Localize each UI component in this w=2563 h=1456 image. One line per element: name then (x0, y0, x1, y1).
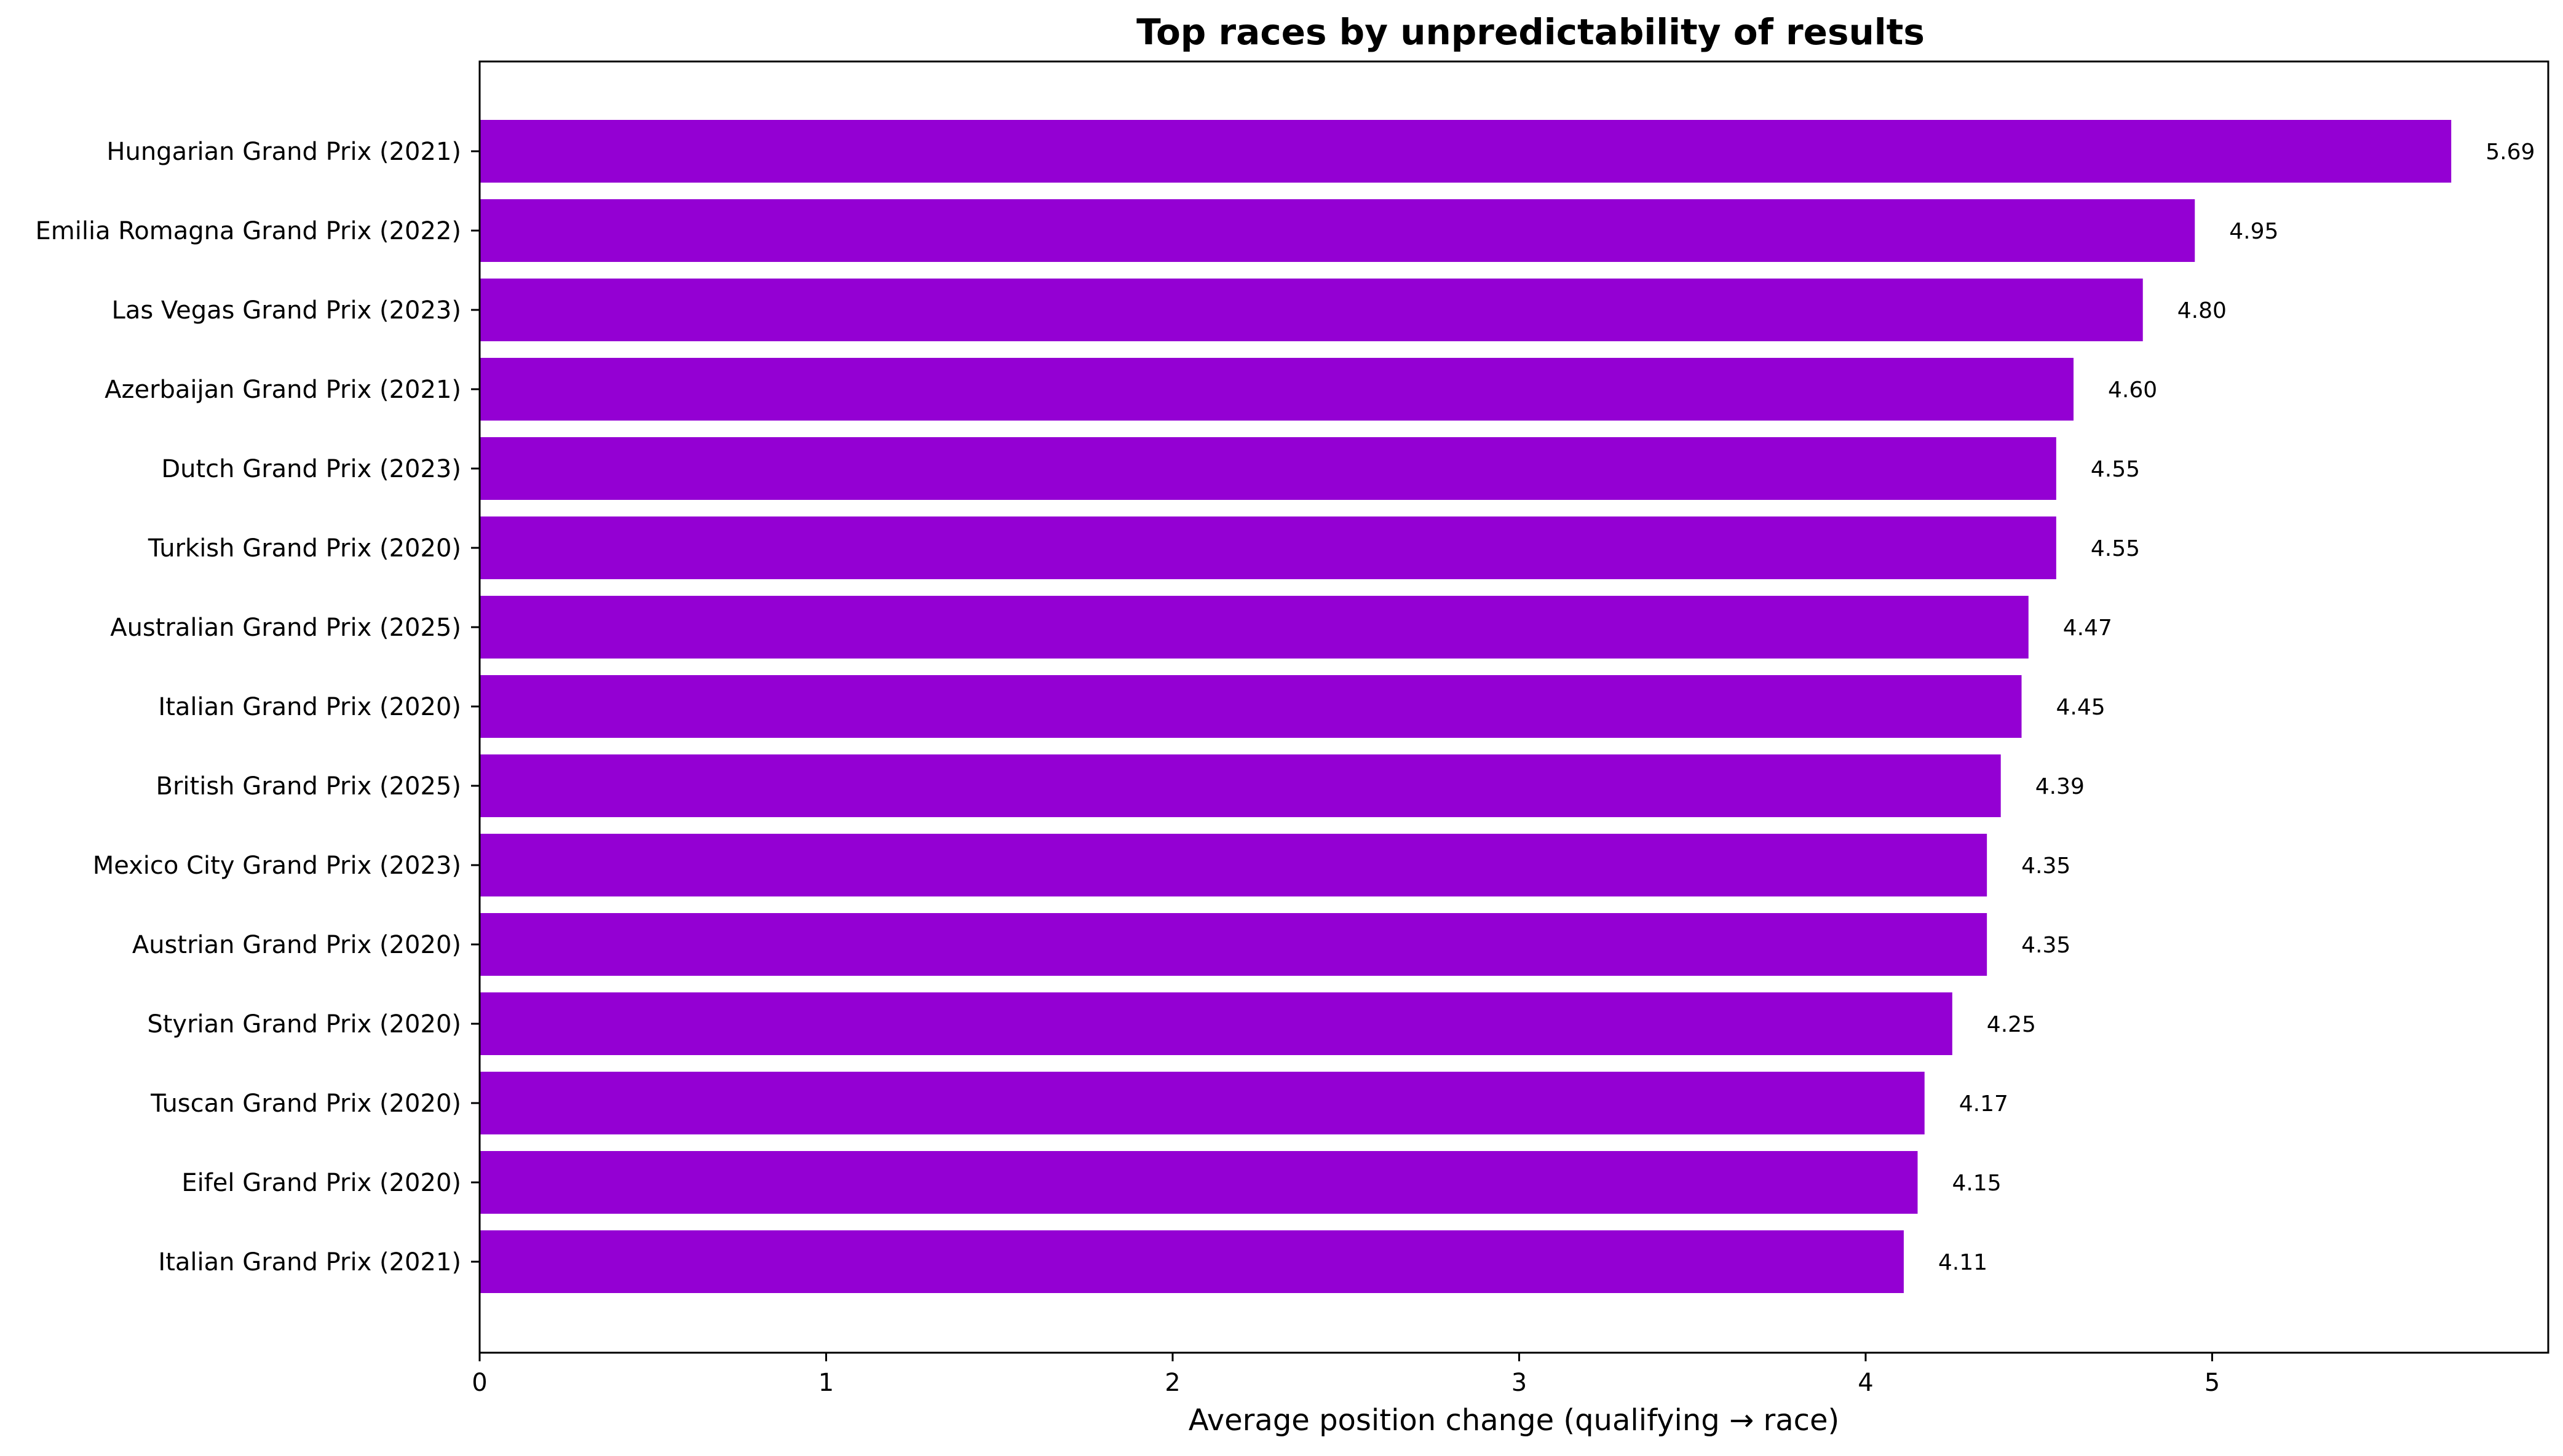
bar-value-label: 4.55 (2091, 457, 2140, 482)
bar-value-label: 4.17 (1959, 1091, 2008, 1117)
x-axis-ticks: 0 1 2 3 4 5 (472, 1353, 2220, 1397)
x-axis-label: Average position change (qualifying → ra… (1189, 1403, 1840, 1438)
bar-value-label: 4.39 (2035, 774, 2085, 799)
x-tick-label: 1 (818, 1369, 834, 1397)
y-tick-label: Eifel Grand Prix (2020) (181, 1169, 461, 1197)
bar-value-label: 4.60 (2108, 378, 2157, 403)
y-tick-label: Austrian Grand Prix (2020) (132, 931, 461, 959)
bar (480, 279, 2143, 341)
x-tick-label: 2 (1165, 1369, 1180, 1397)
bar-value-label: 4.95 (2229, 219, 2278, 244)
y-tick-label: Styrian Grand Prix (2020) (147, 1010, 461, 1039)
bar (480, 675, 2022, 738)
y-tick-label: Dutch Grand Prix (2023) (161, 455, 461, 483)
bars-layer (480, 120, 2452, 1293)
bar-value-label: 4.45 (2056, 695, 2105, 720)
plot-frame (478, 60, 2549, 1354)
y-tick-label: Tuscan Grand Prix (2020) (150, 1090, 461, 1118)
y-tick-label: Mexico City Grand Prix (2023) (93, 852, 461, 880)
y-tick-label: Hungarian Grand Prix (2021) (106, 138, 461, 166)
bar-value-label: 5.69 (2486, 140, 2535, 165)
bar-value-label: 4.47 (2063, 615, 2112, 641)
y-axis-ticks: Hungarian Grand Prix (2021) Emilia Romagn… (36, 138, 480, 1276)
bar (480, 913, 1987, 976)
y-tick-label: Italian Grand Prix (2021) (158, 1248, 461, 1276)
x-tick-label: 5 (2204, 1369, 2220, 1397)
bar (480, 199, 2195, 262)
y-tick-label: Azerbaijan Grand Prix (2021) (105, 376, 461, 404)
value-labels-layer: 5.69 4.95 4.80 4.60 4.55 4.55 4.47 4.45 4.39 4.35… (1938, 140, 2535, 1275)
bar (480, 992, 1952, 1055)
bar (480, 437, 2056, 500)
bar-value-label: 4.35 (2021, 853, 2070, 879)
x-tick-label: 0 (472, 1369, 487, 1397)
bar (480, 596, 2029, 659)
y-tick-label: British Grand Prix (2025) (156, 772, 461, 801)
bar (480, 1230, 1904, 1293)
bar (480, 358, 2074, 421)
bar (480, 516, 2056, 579)
y-tick-label: Las Vegas Grand Prix (2023) (112, 296, 461, 325)
y-tick-label: Emilia Romagna Grand Prix (2022) (36, 217, 462, 245)
bar (480, 120, 2452, 183)
bar (480, 1072, 1925, 1134)
chart-title: Top races by unpredictability of results (1136, 11, 1925, 53)
y-tick-label: Australian Grand Prix (2025) (110, 614, 461, 642)
bar-value-label: 4.25 (1987, 1012, 2036, 1037)
x-tick-label: 3 (1511, 1369, 1527, 1397)
bar-value-label: 4.35 (2021, 933, 2070, 958)
y-tick-label: Turkish Grand Prix (2020) (148, 534, 461, 563)
bar-value-label: 4.55 (2091, 536, 2140, 561)
bar (480, 1151, 1918, 1214)
bar-value-label: 4.80 (2177, 298, 2227, 323)
y-tick-label: Italian Grand Prix (2020) (158, 693, 461, 721)
bar (480, 754, 2001, 817)
x-tick-label: 4 (1858, 1369, 1873, 1397)
bar-value-label: 4.15 (1952, 1171, 2001, 1196)
bar-value-label: 4.11 (1938, 1250, 1987, 1275)
bar (480, 834, 1987, 896)
